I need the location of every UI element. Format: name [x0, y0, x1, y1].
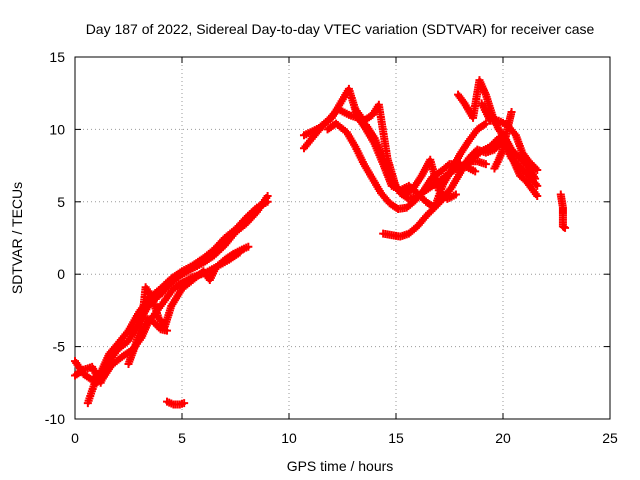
y-tick-label: -10: [45, 411, 65, 427]
y-tick-label: -5: [53, 339, 66, 355]
data-point: [244, 242, 253, 251]
data-point: [263, 197, 272, 206]
series-track-o: [490, 108, 516, 173]
data-point: [451, 190, 460, 199]
y-tick-label: 10: [49, 121, 65, 137]
data-point: [561, 223, 570, 232]
series-track-n: [477, 99, 542, 174]
plot-frame: [74, 56, 611, 420]
data-point: [533, 192, 542, 201]
series-track-d: [124, 242, 253, 368]
axis-ticks: 0 5 10 15 20 25 -10 -5 0 5 10 15: [45, 49, 618, 446]
data-point: [163, 326, 172, 335]
x-tick-label: 25: [602, 430, 618, 446]
chart-title: Day 187 of 2022, Sidereal Day-to-day VTE…: [86, 21, 595, 37]
x-axis-label: GPS time / hours: [287, 458, 394, 474]
y-axis-label: SDTVAR / TECUs: [9, 182, 25, 294]
series-track-i: [323, 119, 480, 214]
series-track-f: [163, 397, 189, 409]
data-point: [531, 174, 540, 183]
series-track-e: [139, 313, 172, 335]
data-point: [533, 165, 542, 174]
x-tick-label: 15: [388, 430, 404, 446]
data-point: [481, 160, 490, 169]
data-point: [481, 119, 490, 128]
y-tick-label: 15: [49, 49, 65, 65]
data-point: [533, 181, 542, 190]
data-point: [471, 167, 480, 176]
data-point: [490, 164, 499, 173]
y-tick-label: 0: [57, 266, 65, 282]
x-tick-label: 20: [495, 430, 511, 446]
series-track-m: [460, 134, 542, 201]
x-tick-label: 0: [71, 430, 79, 446]
data-marks: [71, 76, 570, 409]
series-track-p: [556, 190, 570, 232]
series-track-j: [351, 100, 460, 203]
data-point: [180, 399, 189, 408]
x-tick-label: 5: [178, 430, 186, 446]
x-tick-label: 10: [281, 430, 297, 446]
y-tick-label: 5: [57, 194, 65, 210]
